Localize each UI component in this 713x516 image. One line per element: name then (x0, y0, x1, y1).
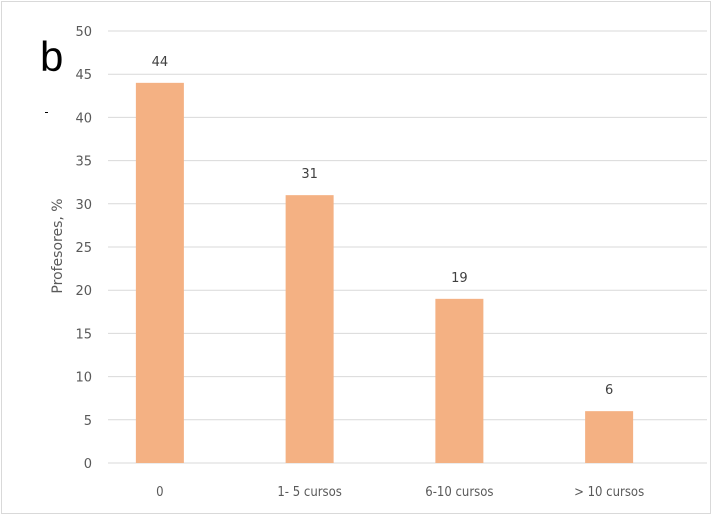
data-labels: 44 31 19 6 (152, 55, 614, 398)
x-category-label: 6-10 cursos (425, 485, 493, 500)
x-axis-categories: 0 1- 5 cursos 6-10 cursos > 10 cursos (156, 485, 644, 500)
y-axis-label: Profesores, % (50, 198, 66, 293)
y-tick-label: 20 (75, 284, 92, 299)
gridlines (108, 30, 707, 464)
y-tick-label: 30 (75, 198, 92, 213)
y-axis-ticks: 0 5 10 15 20 25 30 35 40 45 50 (75, 25, 92, 472)
bar (585, 411, 634, 463)
bar (435, 298, 484, 463)
x-category-label: 1- 5 cursos (277, 485, 342, 500)
y-tick-label: 35 (75, 155, 92, 170)
stray-tick-mark (45, 112, 48, 113)
bar (285, 195, 334, 463)
data-label: 31 (301, 167, 318, 182)
y-tick-label: 5 (84, 414, 92, 429)
y-tick-label: 45 (75, 68, 92, 83)
y-tick-label: 15 (75, 327, 92, 342)
bar (135, 82, 184, 463)
y-tick-label: 0 (84, 457, 92, 472)
data-label: 44 (152, 55, 169, 70)
x-category-label: 0 (156, 485, 163, 500)
y-tick-label: 50 (75, 25, 92, 40)
y-tick-label: 10 (75, 371, 92, 386)
bars (135, 82, 634, 463)
y-tick-label: 40 (75, 111, 92, 126)
panel-label: b (40, 33, 64, 80)
y-tick-label: 25 (75, 241, 92, 256)
x-category-label: > 10 cursos (574, 485, 644, 500)
data-label: 6 (605, 383, 613, 398)
data-label: 19 (451, 271, 468, 286)
